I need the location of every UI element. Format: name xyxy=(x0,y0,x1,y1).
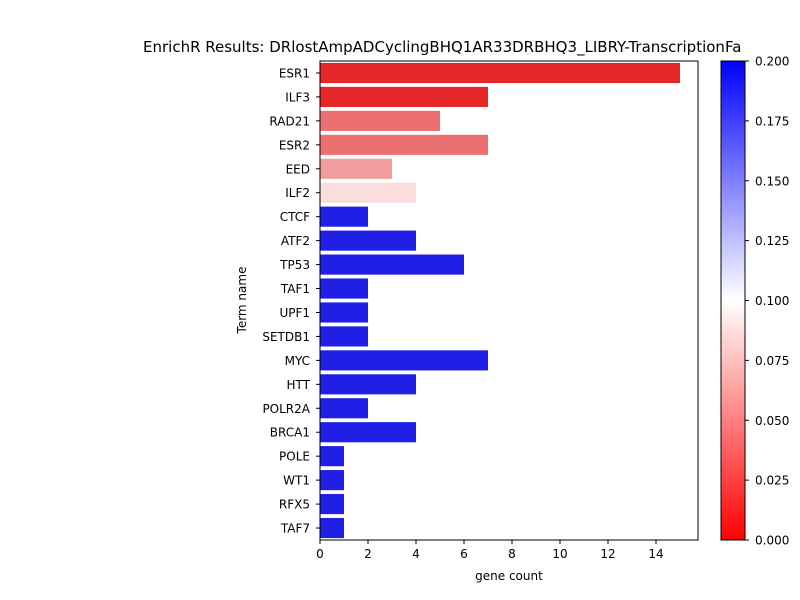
x-tick-label: 4 xyxy=(412,547,420,561)
x-tick-label: 2 xyxy=(364,547,372,561)
bar-tp53 xyxy=(320,254,464,275)
colorbar-tick-label: 0.000 xyxy=(755,534,789,548)
y-tick-label: BRCA1 xyxy=(270,426,310,440)
y-tick-label: UPF1 xyxy=(279,306,310,320)
bar-rfx5 xyxy=(320,494,344,515)
colorbar-tick-label: 0.175 xyxy=(755,114,789,128)
x-tick-label: 10 xyxy=(552,547,567,561)
colorbar-tick-label: 0.075 xyxy=(755,354,789,368)
colorbar-tick-label: 0.025 xyxy=(755,474,789,488)
colorbar-tick-label: 0.125 xyxy=(755,234,789,248)
y-tick-label: ILF2 xyxy=(285,186,310,200)
bar-brca1 xyxy=(320,422,416,443)
bar-wt1 xyxy=(320,470,344,491)
x-tick-label: 6 xyxy=(460,547,468,561)
y-tick-label: MYC xyxy=(285,354,310,368)
bar-setdb1 xyxy=(320,326,368,347)
y-tick-label: POLE xyxy=(279,450,310,464)
chart-title: EnrichR Results: DRlostAmpADCyclingBHQ1A… xyxy=(143,38,741,57)
plot-frame xyxy=(319,60,699,541)
bar-ilf3 xyxy=(320,86,488,107)
colorbar xyxy=(720,60,746,541)
y-tick-label: WT1 xyxy=(283,474,310,488)
bar-ilf2 xyxy=(320,182,416,203)
bar-esr2 xyxy=(320,134,488,155)
bar-polr2a xyxy=(320,398,368,419)
x-tick-label: 12 xyxy=(600,547,615,561)
bar-eed xyxy=(320,158,392,179)
y-tick-label: ILF3 xyxy=(285,90,310,104)
y-tick-label: SETDB1 xyxy=(262,330,310,344)
x-axis-label: gene count xyxy=(475,569,543,583)
y-tick-label: ESR1 xyxy=(279,66,310,80)
x-tick-label: 0 xyxy=(316,547,324,561)
bar-htt xyxy=(320,374,416,395)
colorbar-tick-label: 0.200 xyxy=(755,55,789,69)
y-tick-label: TAF7 xyxy=(280,522,310,536)
y-tick-label: TP53 xyxy=(279,258,310,272)
y-tick-label: TAF1 xyxy=(280,282,310,296)
x-tick-group: 0 2 4 6 8 10 12 14 xyxy=(316,540,664,561)
y-tick-group: ESR1 ILF3 RAD21 ESR2 EED ILF2 CTCF ATF2 TP53 TAF1… xyxy=(262,66,320,536)
y-tick-label: RFX5 xyxy=(279,498,310,512)
x-tick-label: 14 xyxy=(648,547,663,561)
bars-group xyxy=(320,62,680,539)
y-tick-label: CTCF xyxy=(280,210,310,224)
y-tick-label: ATF2 xyxy=(281,234,310,248)
y-tick-label: RAD21 xyxy=(269,114,310,128)
x-tick-label: 8 xyxy=(508,547,516,561)
colorbar-tick-group: 0.000 0.025 0.050 0.075 0.100 0.125 0.150 0.175… xyxy=(745,55,789,548)
bar-upf1 xyxy=(320,302,368,323)
colorbar-tick-label: 0.150 xyxy=(755,174,789,188)
y-tick-label: ESR2 xyxy=(279,138,310,152)
colorbar-tick-label: 0.050 xyxy=(755,414,789,428)
colorbar-tick-label: 0.100 xyxy=(755,294,789,308)
y-axis-label: Term name xyxy=(235,267,249,335)
y-tick-label: EED xyxy=(286,162,310,176)
bar-atf2 xyxy=(320,230,416,251)
bar-myc xyxy=(320,350,488,371)
bar-taf7 xyxy=(320,517,344,539)
bar-rad21 xyxy=(320,110,440,131)
y-tick-label: HTT xyxy=(287,378,311,392)
bar-ctcf xyxy=(320,206,368,227)
y-tick-label: POLR2A xyxy=(262,402,310,416)
bar-taf1 xyxy=(320,278,368,299)
bar-pole xyxy=(320,446,344,467)
bar-esr1 xyxy=(320,62,680,84)
